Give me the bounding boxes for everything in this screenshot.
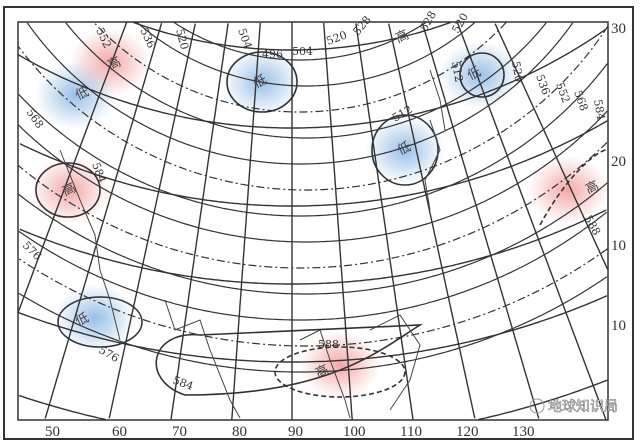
- meridian: [170, 23, 229, 420]
- longitude-label: 110: [400, 424, 422, 440]
- low-pressure-center: 低: [73, 311, 91, 330]
- low-pressure-center: 低: [395, 140, 413, 159]
- meridian: [456, 21, 607, 420]
- latitude-label: 10: [611, 318, 626, 334]
- contour-label: 584: [591, 98, 607, 121]
- parallel: [17, 28, 607, 129]
- watermark-text: 地球知识局: [548, 398, 618, 415]
- height-contour: [18, 182, 608, 295]
- height-contour: [18, 211, 608, 321]
- meridian: [494, 23, 609, 270]
- longitude-label: 130: [512, 424, 535, 440]
- contour-label: 576: [97, 343, 122, 365]
- high-contour: [274, 346, 406, 398]
- contour-label: 588: [318, 338, 339, 351]
- low-pressure-center: 低: [73, 85, 91, 104]
- high-pressure-center: 高: [105, 54, 124, 74]
- watermark-logo-icon: [529, 398, 545, 414]
- high-pressure-center: 高: [313, 362, 332, 382]
- inner-frame: [17, 21, 609, 421]
- longitude-label: 100: [343, 424, 366, 440]
- meridian: [323, 22, 353, 420]
- height-contour: [26, 22, 574, 165]
- high-pressure-center: 高: [393, 27, 412, 47]
- height-contour: [18, 276, 608, 373]
- low-pressure-center: 低: [251, 73, 269, 92]
- contour-label: 520: [449, 11, 471, 36]
- contour-588-east: [539, 149, 607, 226]
- height-contour: [65, 22, 547, 139]
- height-contour: [136, 22, 476, 87]
- longitude-label: 90: [288, 424, 303, 440]
- contour-label: 520: [325, 28, 349, 47]
- meridian: [108, 23, 196, 419]
- height-contour: [18, 110, 608, 243]
- longitude-label: 80: [232, 424, 247, 440]
- contour-label: 528: [350, 13, 373, 37]
- parallel: [19, 120, 608, 207]
- low-pressure-center: 低: [465, 65, 483, 84]
- outer-frame: [3, 6, 634, 440]
- high-shading: [300, 331, 380, 399]
- height-contour: [93, 21, 507, 113]
- high-shading: [528, 156, 608, 224]
- watermark: 地球知识局: [529, 398, 618, 415]
- latitude-label: 20: [611, 154, 626, 170]
- meridian: [388, 23, 476, 419]
- contour-label: 496: [262, 48, 283, 61]
- contour-label: 536: [533, 73, 552, 97]
- contour-584: [155, 324, 424, 396]
- high-pressure-center: 高: [60, 180, 79, 200]
- longitude-label: 120: [456, 424, 479, 440]
- latitude-label: 10: [611, 238, 626, 254]
- high-pressure-center: 高: [583, 178, 602, 198]
- longitude-label: 60: [112, 424, 127, 440]
- high-contour: [35, 162, 101, 218]
- latitude-label: 30: [611, 21, 626, 37]
- longitude-label: 50: [45, 424, 60, 440]
- contour-label: 568: [571, 89, 590, 113]
- height-contour: [173, 21, 427, 61]
- meridian: [421, 22, 540, 419]
- contour-label: 504: [292, 45, 313, 58]
- contour-label: 512: [449, 60, 465, 83]
- meridian: [17, 21, 128, 313]
- contour-label: 528: [417, 9, 439, 34]
- low-shading: [365, 116, 445, 184]
- contour-label: 520: [509, 60, 525, 83]
- low-shading: [35, 61, 115, 129]
- height-contour: [18, 141, 608, 269]
- contour-label: 576: [20, 239, 44, 263]
- meridian: [231, 22, 261, 420]
- contour-label: 588: [581, 213, 603, 238]
- low-contour: [226, 51, 298, 113]
- parallel: [19, 209, 607, 285]
- height-contour: [18, 63, 608, 217]
- closed-contours: [35, 51, 607, 398]
- contour-label: 552: [553, 81, 572, 105]
- low-contour: [459, 52, 505, 98]
- low-shading: [440, 41, 520, 109]
- lat-lon-grid: [17, 21, 609, 421]
- contour-label: 520: [173, 27, 191, 51]
- height-contours: [18, 21, 609, 373]
- height-contour: [18, 25, 609, 191]
- low-contour: [371, 114, 439, 186]
- parallel: [17, 295, 608, 363]
- coastlines: [59, 69, 446, 419]
- longitude-label: 70: [172, 424, 187, 440]
- low-contour: [57, 296, 143, 348]
